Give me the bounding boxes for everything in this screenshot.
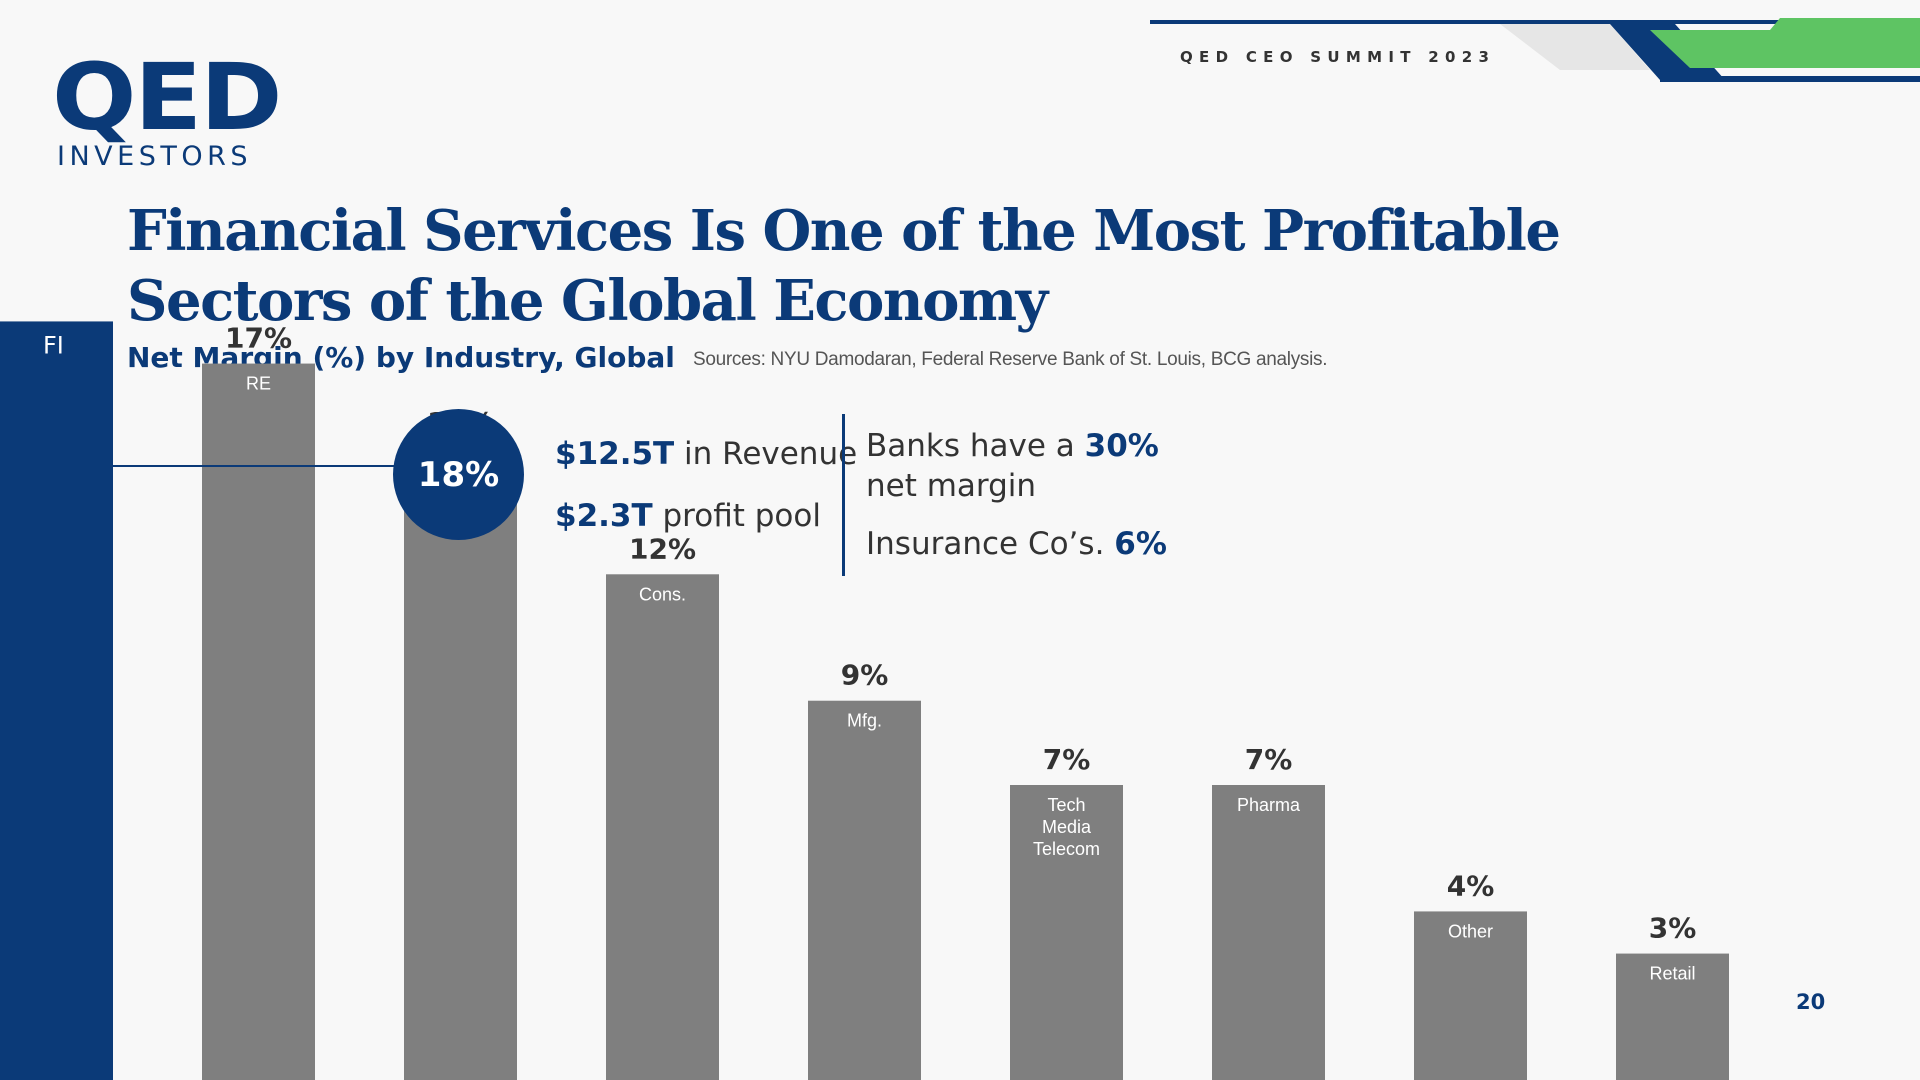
revenue-text: in Revenue bbox=[674, 436, 858, 472]
bar-value-label: 3% bbox=[1649, 912, 1697, 945]
callout-divider bbox=[842, 414, 845, 576]
bar-label: FI bbox=[43, 331, 64, 359]
page-title: Financial Services Is One of the Most Pr… bbox=[127, 198, 1561, 334]
banks-suffix: net margin bbox=[866, 468, 1037, 504]
banks-text: Banks have a bbox=[866, 428, 1085, 464]
bar-other bbox=[1414, 911, 1527, 1080]
bar-fi bbox=[0, 321, 113, 1080]
bar-value-label: 7% bbox=[1043, 743, 1091, 776]
event-label: QED CEO SUMMIT 2023 bbox=[1180, 48, 1496, 66]
bar-retail bbox=[1616, 953, 1729, 1080]
insurance-stat: Insurance Co’s. 6% bbox=[866, 526, 1167, 562]
bar-label: Retail bbox=[1649, 964, 1695, 984]
bar-label: Tech Media Telecom bbox=[1033, 795, 1100, 859]
banks-value: 30% bbox=[1084, 428, 1159, 464]
bar-mfg bbox=[808, 700, 921, 1080]
bar-cons bbox=[606, 574, 719, 1080]
bar-tech bbox=[1010, 785, 1123, 1080]
revenue-stat: $12.5T in Revenue bbox=[555, 436, 857, 472]
bar-label: Cons. bbox=[639, 584, 686, 604]
page-number: 20 bbox=[1796, 990, 1826, 1014]
bar-pharma bbox=[1212, 785, 1325, 1080]
fi-connector-horizontal bbox=[40, 465, 400, 467]
bar-label: Other bbox=[1448, 921, 1493, 941]
logo-qed: QED bbox=[52, 44, 282, 151]
bar-energy bbox=[404, 447, 517, 1080]
bar-label: Mfg. bbox=[847, 711, 882, 731]
revenue-value: $12.5T bbox=[555, 436, 675, 472]
fi-margin-badge: 18% bbox=[393, 409, 524, 540]
fi-connector-vertical bbox=[40, 465, 42, 573]
bar-label: RE bbox=[246, 374, 271, 394]
bar-value-label: 4% bbox=[1447, 869, 1495, 902]
bar-value-label: 9% bbox=[841, 659, 889, 692]
header-decoration bbox=[1150, 18, 1920, 82]
bar-label: Pharma bbox=[1237, 795, 1301, 815]
logo-tagline: INVESTORS bbox=[57, 141, 252, 172]
sources-note: Sources: NYU Damodaran, Federal Reserve … bbox=[693, 349, 1328, 370]
insurance-value: 6% bbox=[1114, 526, 1167, 562]
banks-stat: Banks have a 30% net margin bbox=[866, 426, 1186, 506]
profit-value: $2.3T bbox=[555, 498, 653, 534]
bar-re bbox=[202, 363, 315, 1080]
profit-stat: $2.3T profit pool bbox=[555, 498, 821, 534]
profit-text: profit pool bbox=[652, 498, 821, 534]
insurance-text: Insurance Co’s. bbox=[866, 526, 1115, 562]
bar-value-label: 12% bbox=[629, 532, 696, 565]
bar-value-label: 7% bbox=[1245, 743, 1293, 776]
bar-value-label: 17% bbox=[225, 322, 292, 355]
